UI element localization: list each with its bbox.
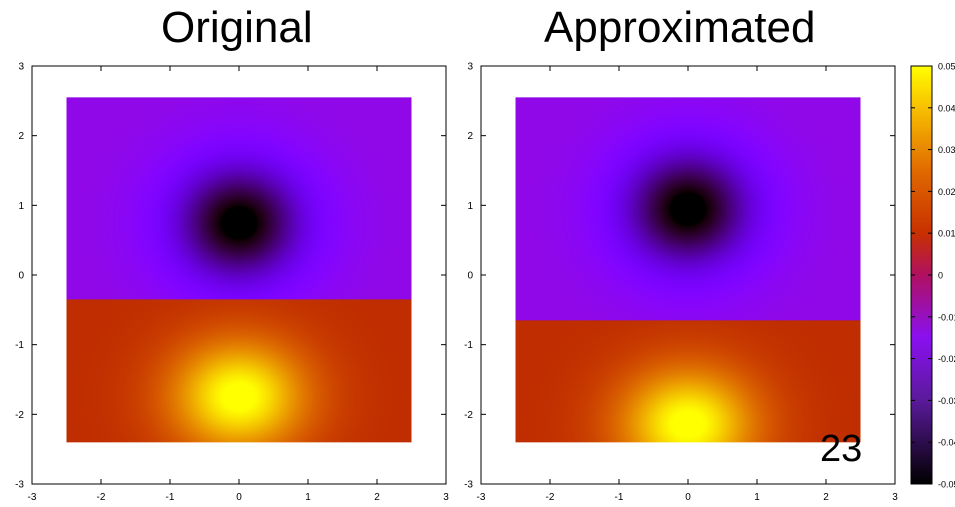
heatmap-image [515, 97, 861, 443]
colorbar-label: 0.02 [938, 187, 955, 197]
colorbar-label: -0.02 [938, 354, 955, 364]
x-tick-label: 2 [374, 492, 380, 503]
y-tick-label: -2 [15, 410, 24, 421]
y-tick-label: -2 [464, 410, 473, 421]
x-tick-label: 1 [754, 492, 760, 503]
x-tick-label: -3 [477, 492, 486, 503]
colorbar-label: -0.03 [938, 396, 955, 406]
page-number: 23 [820, 428, 863, 470]
y-tick-label: -1 [464, 340, 473, 351]
x-tick-label: -2 [97, 492, 106, 503]
x-tick-label: -2 [546, 492, 555, 503]
y-tick-label: -3 [464, 480, 473, 491]
colorbar-label: 0 [938, 271, 943, 281]
y-tick-label: 3 [18, 62, 24, 73]
colorbar-label: 0.04 [938, 103, 955, 113]
y-tick-label: 0 [18, 271, 24, 282]
x-tick-label: 2 [823, 492, 829, 503]
y-tick-label: 1 [467, 201, 473, 212]
x-tick-label: -1 [166, 492, 175, 503]
y-tick-label: 2 [467, 131, 473, 142]
x-tick-label: 1 [305, 492, 311, 503]
y-tick-label: -1 [15, 340, 24, 351]
colorbar-label: 0.05 [938, 62, 955, 72]
x-tick-label: 3 [892, 492, 898, 503]
colorbar: 0.05 0.04 0.03 0.02 0.01 0 -0.01 -0.02 -0.03 -0.0… [910, 62, 955, 490]
x-tick-label: -3 [28, 492, 37, 503]
y-tick-label: 0 [467, 271, 473, 282]
y-tick-label: 1 [18, 201, 24, 212]
colorbar-label: -0.05 [938, 480, 955, 490]
colorbar-label: -0.01 [938, 312, 955, 322]
heatmap-image [66, 97, 412, 443]
colorbar-label: -0.04 [938, 438, 955, 448]
colorbar-label: 0.03 [938, 145, 955, 155]
x-tick-label: 0 [685, 492, 691, 503]
y-tick-label: -3 [15, 480, 24, 491]
left-chart-title: Original [161, 3, 313, 52]
x-tick-label: 0 [236, 492, 242, 503]
right-chart-title: Approximated [544, 3, 816, 52]
x-tick-label: 3 [443, 492, 449, 503]
y-tick-label: 3 [467, 62, 473, 73]
original-heatmap-panel: -3 -2 -1 0 1 2 3 -3 -2 -1 0 1 2 3 [15, 62, 449, 504]
y-tick-label: 2 [18, 131, 24, 142]
x-tick-label: -1 [615, 492, 624, 503]
colorbar-label: 0.01 [938, 229, 955, 239]
